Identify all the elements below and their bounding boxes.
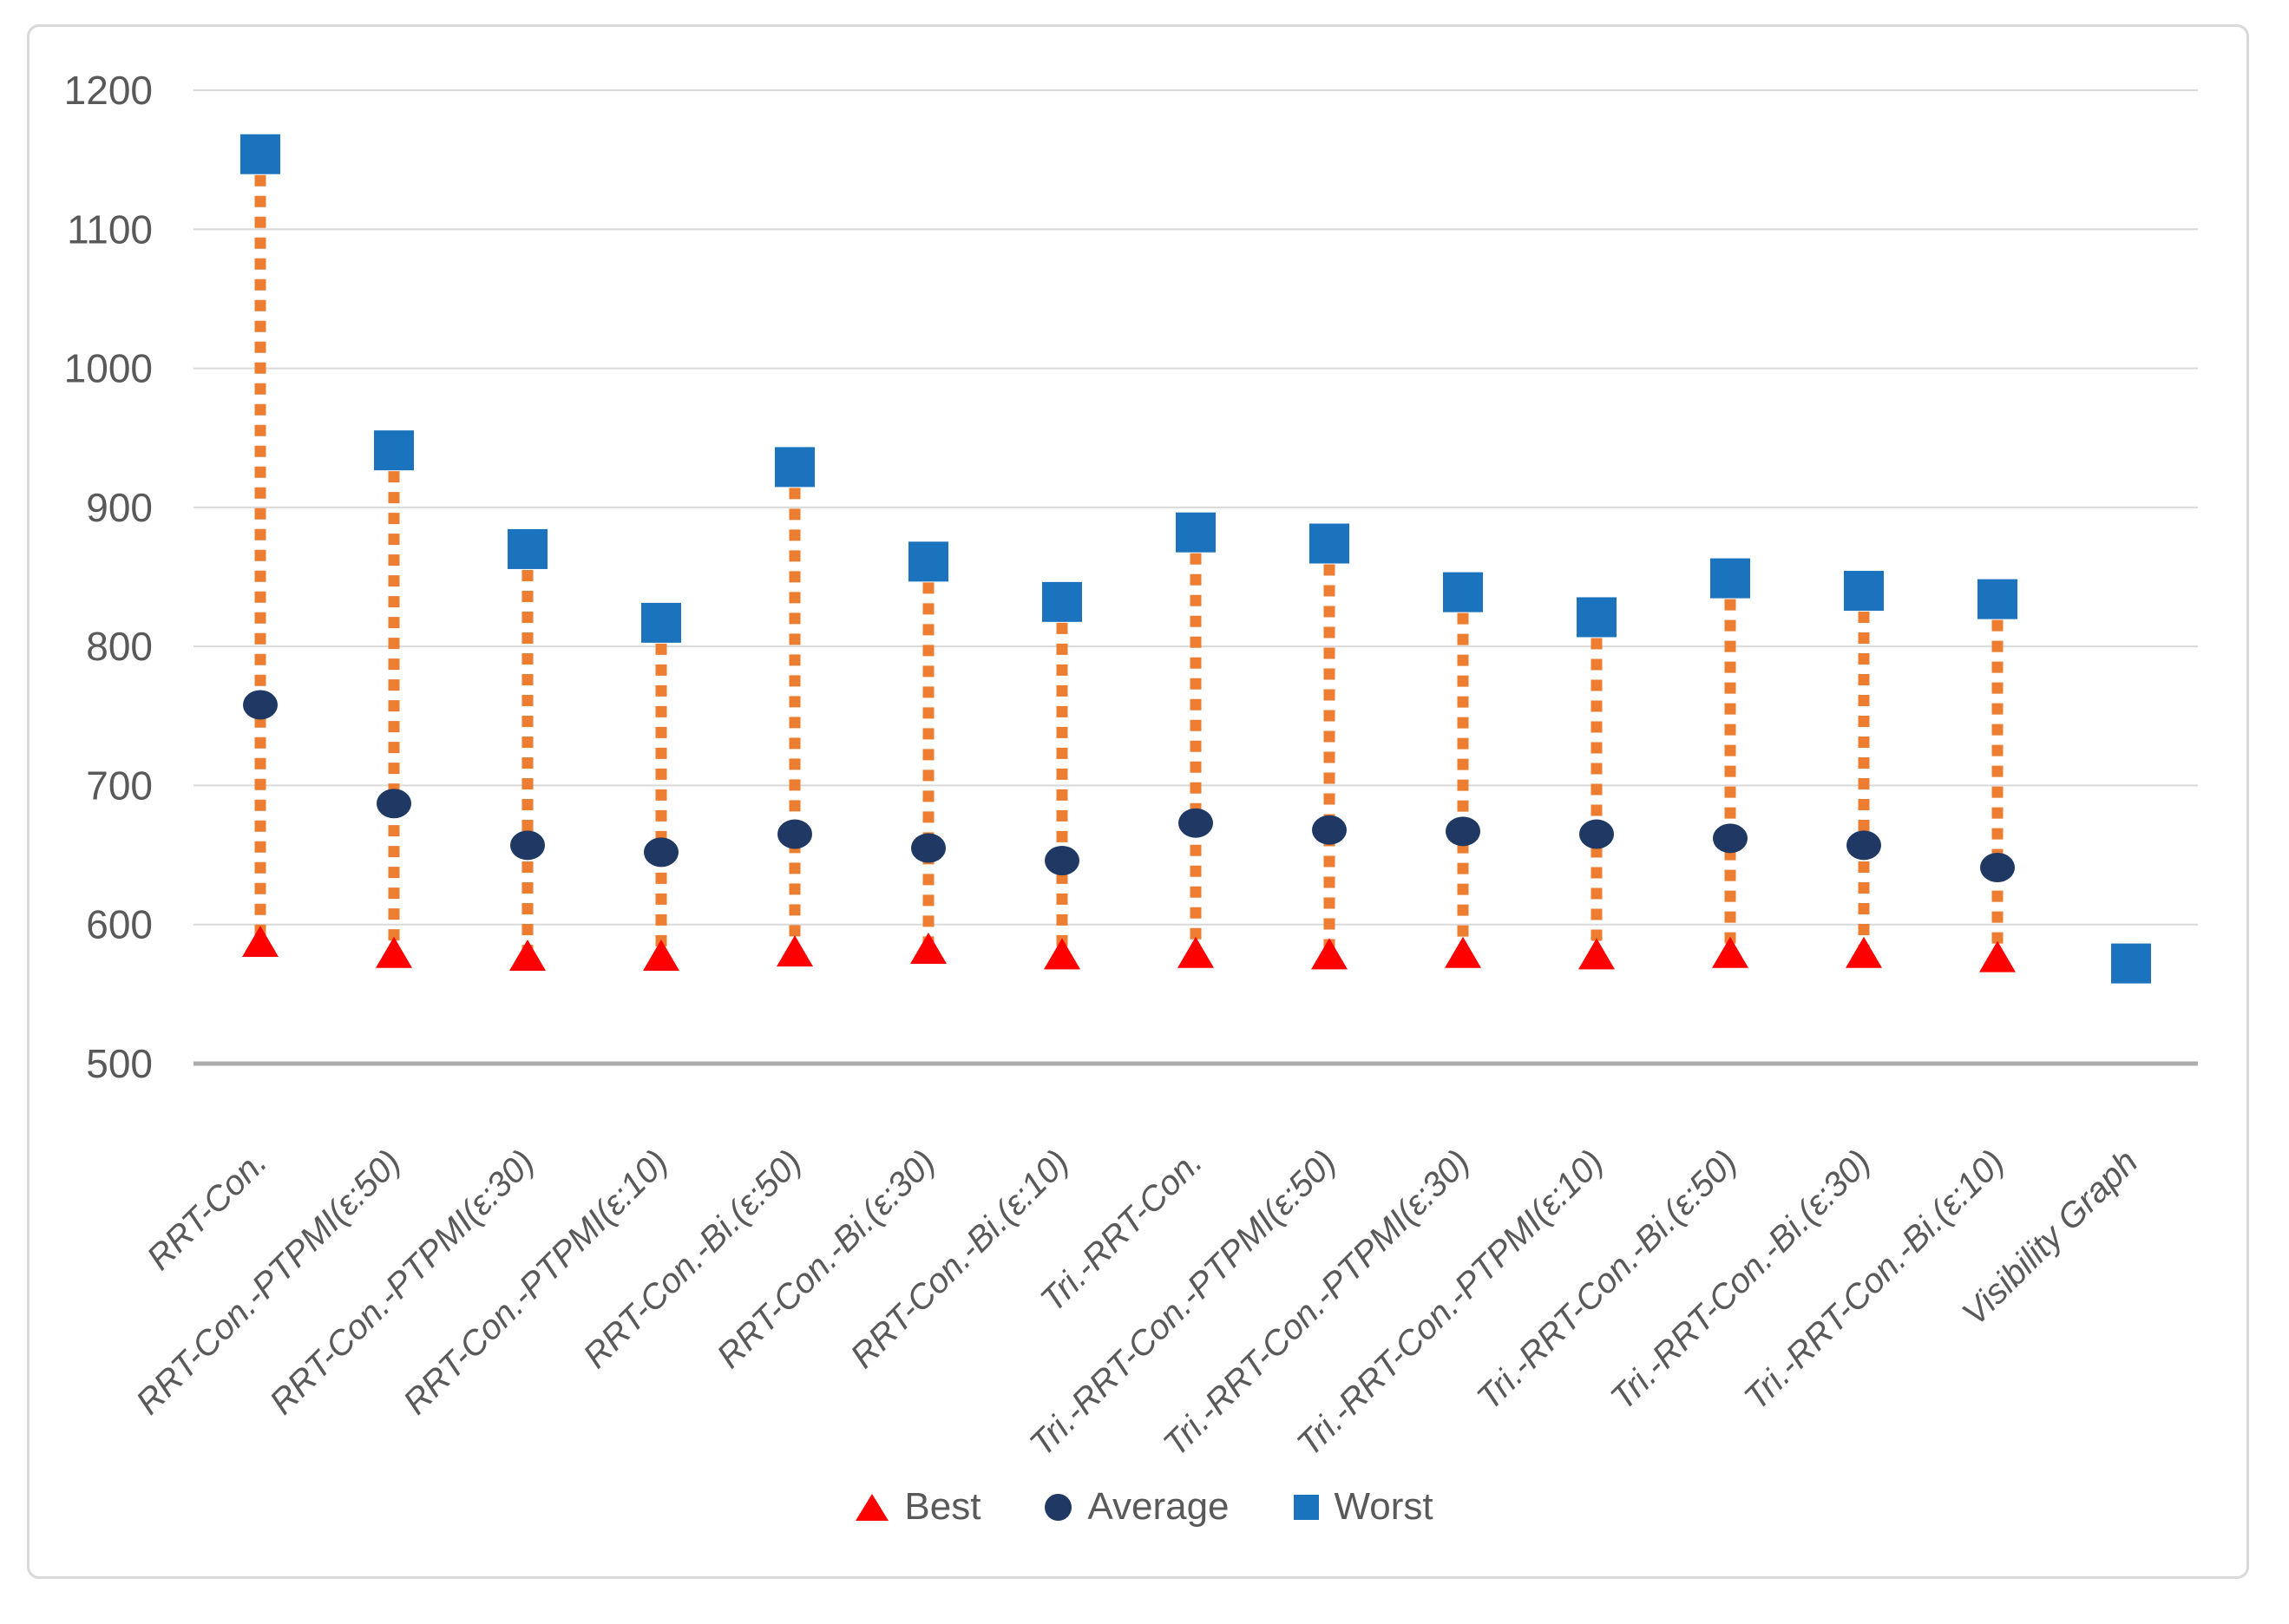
- series-column: [775, 447, 815, 967]
- x-category-label: Tri.-RRT-Con.-Bi.(ε:10): [1737, 1143, 2011, 1417]
- series-column: [2111, 943, 2151, 984]
- x-category-label: RRT-Con.-Bi.(ε:30): [710, 1143, 942, 1375]
- worst-marker: [1577, 597, 1617, 638]
- series-column: [508, 528, 548, 971]
- best-marker: [1712, 936, 1748, 968]
- average-marker: [243, 690, 278, 720]
- best-marker: [643, 939, 679, 971]
- x-category-label: RRT-Con.-PTPMI(ε:10): [397, 1143, 676, 1422]
- average-marker: [1713, 823, 1748, 854]
- x-category-label: RRT-Con.: [140, 1143, 274, 1277]
- best-marker: [910, 932, 947, 964]
- series-column: [641, 602, 681, 971]
- best-marker: [1979, 940, 2016, 972]
- x-category-label: Tri.-RRT-Con.-Bi.(ε:50): [1470, 1143, 1744, 1417]
- worst-marker: [775, 447, 815, 488]
- best-marker: [777, 935, 813, 967]
- best-marker: [1578, 938, 1615, 970]
- worst-marker: [1309, 523, 1349, 564]
- best-triangle-icon: [856, 1493, 889, 1521]
- series-column: [1977, 579, 2017, 972]
- series-column: [1710, 558, 1750, 968]
- worst-marker: [641, 602, 681, 643]
- average-marker: [1980, 852, 2015, 882]
- best-marker: [376, 936, 412, 968]
- y-tick-label: 1100: [67, 206, 153, 252]
- legend-item-average: Average: [1045, 1485, 1230, 1529]
- best-marker: [1846, 936, 1882, 968]
- worst-marker: [240, 134, 280, 174]
- worst-marker: [1042, 581, 1082, 622]
- best-marker: [509, 939, 546, 971]
- worst-marker: [1710, 558, 1750, 599]
- series-column: [1443, 572, 1483, 968]
- series-column: [1042, 581, 1082, 970]
- average-circle-icon: [1045, 1493, 1072, 1521]
- x-category-label: Tri.-RRT-Con.-Bi.(ε:30): [1604, 1143, 1878, 1417]
- average-marker: [1045, 845, 1079, 875]
- worst-marker: [908, 541, 948, 582]
- x-category-label: RRT-Con.-Bi.(ε:10): [843, 1143, 1076, 1375]
- y-tick-label: 1000: [64, 346, 153, 391]
- series-column: [1844, 571, 1884, 968]
- legend-label-best: Best: [904, 1485, 981, 1528]
- best-marker: [1044, 938, 1080, 970]
- worst-square-icon: [1293, 1494, 1319, 1520]
- best-marker: [1445, 936, 1481, 968]
- legend-label-average: Average: [1087, 1485, 1230, 1528]
- series-column: [240, 134, 280, 957]
- y-tick-label: 500: [86, 1041, 153, 1086]
- x-category-label: RRT-Con.-PTPMI(ε:30): [263, 1143, 542, 1422]
- worst-marker: [1443, 572, 1483, 612]
- x-category-label: RRT-Con.-Bi.(ε:50): [576, 1143, 809, 1375]
- average-marker: [1312, 815, 1347, 845]
- best-marker: [1311, 938, 1348, 970]
- average-marker: [1846, 830, 1881, 861]
- series-column: [1176, 512, 1216, 968]
- best-marker: [242, 925, 279, 957]
- legend-item-worst: Worst: [1293, 1485, 1433, 1529]
- series-column: [1309, 523, 1349, 970]
- average-marker: [777, 819, 812, 849]
- worst-marker: [1844, 571, 1884, 612]
- worst-marker: [508, 528, 548, 569]
- series-column: [1577, 597, 1617, 970]
- worst-marker: [374, 430, 414, 471]
- y-tick-label: 800: [86, 624, 153, 669]
- series-column: [908, 541, 948, 964]
- worst-marker: [1176, 512, 1216, 553]
- average-marker: [510, 830, 545, 861]
- y-tick-label: 600: [86, 902, 153, 947]
- x-category-label: RRT-Con.-PTPMI(ε:50): [129, 1143, 409, 1422]
- average-marker: [1446, 816, 1480, 847]
- worst-marker: [1977, 579, 2017, 619]
- y-tick-label: 700: [86, 763, 153, 808]
- average-marker: [644, 837, 679, 868]
- average-marker: [911, 833, 946, 863]
- chart-legend: Best Average Worst: [0, 1485, 2289, 1529]
- y-tick-label: 1200: [64, 68, 153, 113]
- y-tick-label: 900: [86, 485, 153, 530]
- best-marker: [1177, 936, 1214, 968]
- legend-item-best: Best: [856, 1485, 981, 1529]
- average-marker: [377, 789, 411, 819]
- worst-marker: [2111, 943, 2151, 984]
- legend-label-worst: Worst: [1334, 1485, 1433, 1528]
- average-marker: [1579, 819, 1614, 849]
- series-column: [374, 430, 414, 968]
- average-marker: [1178, 808, 1213, 838]
